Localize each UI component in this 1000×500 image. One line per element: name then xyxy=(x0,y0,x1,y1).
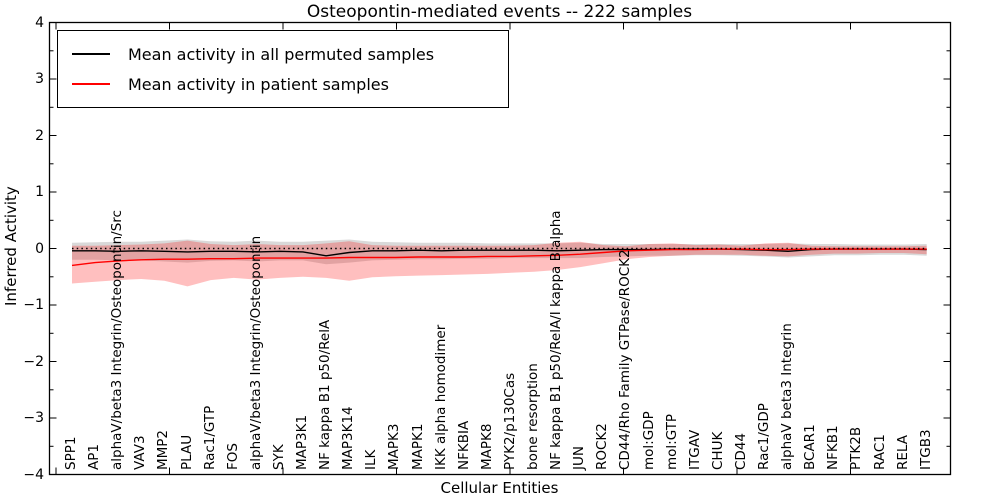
y-tick-label: 0 xyxy=(35,240,44,257)
x-tick-label: CD44 xyxy=(732,433,749,470)
x-tick-label: ITGAV xyxy=(686,429,703,470)
x-tick-label: PTK2B xyxy=(848,426,865,470)
patient-mean-line xyxy=(71,248,927,267)
x-tick-label: MAPK8 xyxy=(478,423,495,470)
x-tick-label: ILK xyxy=(363,449,380,470)
y-tick-label: 1 xyxy=(35,184,44,200)
y-axis-label: Inferred Activity xyxy=(2,186,20,306)
legend-entry-patient: Mean activity in patient samples xyxy=(72,69,508,99)
x-tick-label: MAPK3 xyxy=(386,423,403,470)
x-tick-label: JUN xyxy=(571,446,588,470)
x-tick-label: alphaV/beta3 Integrin/Osteopontin xyxy=(247,235,264,470)
x-axis-label: Cellular Entities xyxy=(440,479,559,497)
y-tick-label: 2 xyxy=(35,127,44,144)
x-tick-label: FOS xyxy=(224,443,241,470)
x-tick-label: mol:GTP xyxy=(663,413,680,470)
x-tick-label: PYK2/p130Cas xyxy=(501,372,518,470)
permuted-mean-line xyxy=(72,248,927,257)
y-tick-label: −4 xyxy=(23,466,44,483)
patient-confidence-band xyxy=(72,240,927,287)
patient-line-swatch xyxy=(72,83,110,85)
x-tick-label: CHUK xyxy=(709,431,726,470)
x-tick-label: VAV3 xyxy=(132,435,149,470)
legend-label-patient: Mean activity in patient samples xyxy=(128,74,389,94)
x-tick-label: Rac1/GTP xyxy=(201,405,218,470)
x-tick-label: ROCK2 xyxy=(594,423,611,470)
legend-entry-permuted: Mean activity in all permuted samples xyxy=(72,39,508,69)
y-tick-label: −1 xyxy=(23,297,44,313)
x-tick-label: NF kappa B1 p50/RelA xyxy=(317,319,334,470)
x-tick-label: SYK xyxy=(270,444,287,470)
x-tick-label: alphaV beta3 Integrin xyxy=(779,323,796,470)
x-tick-label: MAP3K1 xyxy=(294,414,310,470)
permuted-line-swatch xyxy=(72,53,110,55)
x-tick-label: AP1 xyxy=(86,444,103,470)
x-tick-label: RAC1 xyxy=(871,434,888,470)
legend-label-permuted: Mean activity in all permuted samples xyxy=(128,44,435,64)
y-tick-label: −3 xyxy=(23,410,44,426)
y-tick-label: 4 xyxy=(35,14,44,31)
x-tick-label: RELA xyxy=(894,435,911,470)
legend: Mean activity in all permuted samples Me… xyxy=(57,30,509,108)
x-tick-label: MAP3K14 xyxy=(340,406,357,470)
x-tick-label: mol:GDP xyxy=(640,411,657,470)
x-tick-label: bone resorption xyxy=(525,363,541,470)
x-tick-label: Rac1/GDP xyxy=(756,403,772,470)
x-tick-label: MMP2 xyxy=(155,429,172,470)
x-tick-label: CD44/Rho Family GTPase/ROCK2 xyxy=(617,249,634,470)
x-tick-label: NFKBIA xyxy=(455,420,472,470)
x-tick-label: SPP1 xyxy=(63,436,79,470)
x-tick-label: MAPK1 xyxy=(409,423,426,470)
x-tick-label: ITGB3 xyxy=(917,429,934,470)
y-tick-label: −2 xyxy=(23,353,44,370)
x-tick-label: NFKB1 xyxy=(825,425,842,470)
y-tick-label: 3 xyxy=(35,71,44,87)
x-tick-label: IKK alpha homodimer xyxy=(432,324,449,470)
x-tick-label: PLAU xyxy=(178,434,195,470)
x-tick-label: NF kappa B1 p50/RelA/I kappa B alpha xyxy=(548,210,565,470)
x-tick-label: BCAR1 xyxy=(802,424,819,470)
chart-title: Osteopontin-mediated events -- 222 sampl… xyxy=(306,2,693,22)
x-tick-label: alphaV/beta3 Integrin/Osteopontin/Src xyxy=(109,210,126,470)
